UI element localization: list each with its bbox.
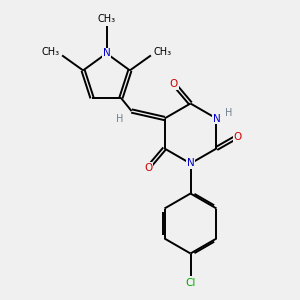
Text: CH₃: CH₃ xyxy=(98,14,116,24)
Text: N: N xyxy=(103,48,110,59)
Text: O: O xyxy=(170,79,178,89)
Text: O: O xyxy=(144,163,152,173)
Text: H: H xyxy=(116,114,124,124)
Text: N: N xyxy=(187,158,194,169)
Text: CH₃: CH₃ xyxy=(42,47,60,57)
Text: Cl: Cl xyxy=(185,278,196,288)
Text: N: N xyxy=(213,113,220,124)
Text: O: O xyxy=(233,131,242,142)
Text: H: H xyxy=(225,108,233,118)
Text: CH₃: CH₃ xyxy=(153,47,171,57)
